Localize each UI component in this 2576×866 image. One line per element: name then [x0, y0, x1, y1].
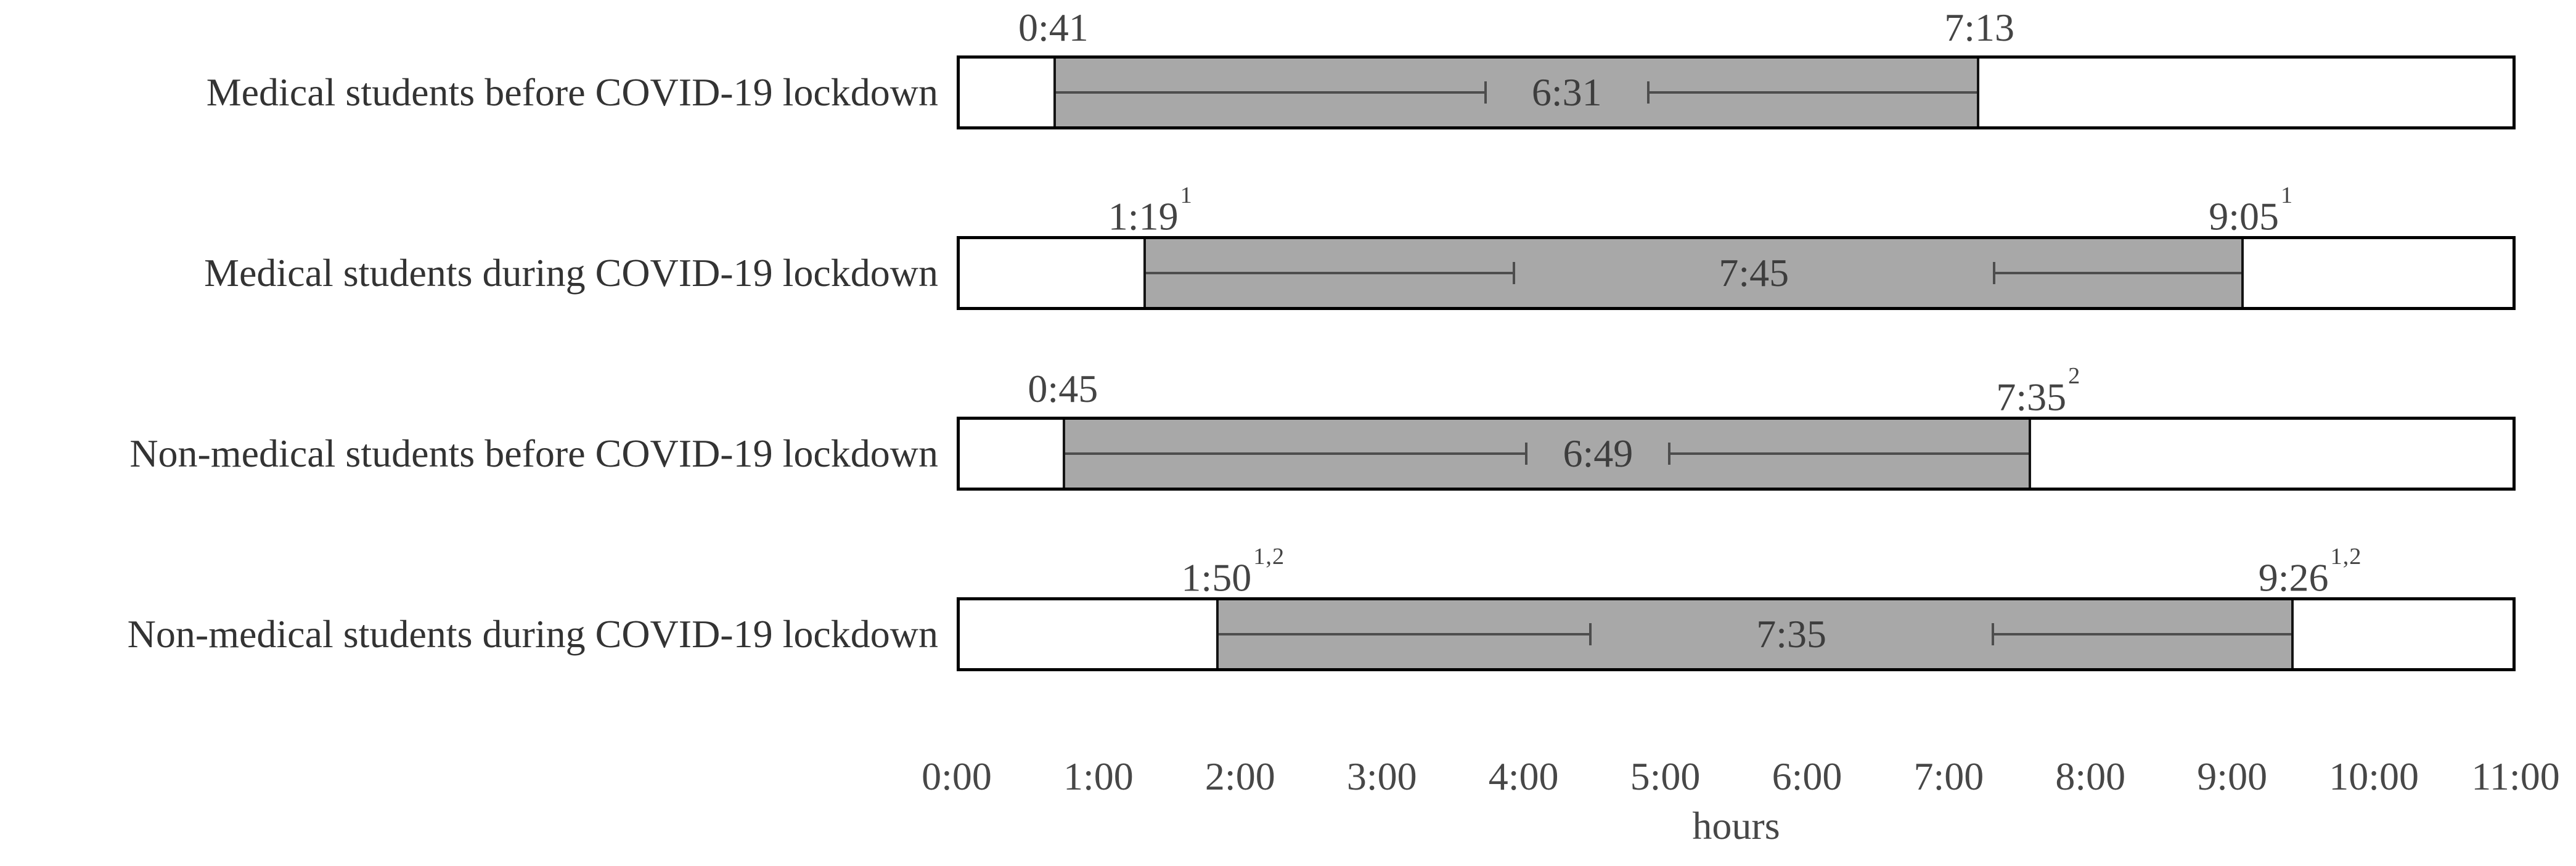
time-text: 9:05: [2209, 194, 2280, 239]
whisker-cap-right: [1991, 623, 1994, 645]
whisker-line-right: [1993, 272, 2242, 274]
waketime-label: 9:261,2: [2258, 544, 2362, 600]
time-text: 7:35: [1996, 375, 2067, 419]
time-text: 0:45: [1028, 367, 1098, 411]
time-text: 7:13: [1944, 6, 2015, 49]
whisker-cap-left: [1589, 623, 1592, 645]
x-axis-tick-label: 7:00: [1913, 754, 1984, 798]
category-label: Non-medical students during COVID-19 loc…: [127, 612, 938, 656]
whisker-line-right: [1992, 633, 2291, 635]
whisker-line-left: [1219, 633, 1590, 635]
duration-label: 6:49: [1563, 431, 1634, 475]
x-axis-tick-label: 9:00: [2197, 754, 2268, 798]
category-label: Medical students before COVID-19 lockdow…: [206, 70, 938, 114]
significance-superscript: 1,2: [1253, 543, 1285, 570]
whisker-line-left: [1065, 452, 1527, 455]
significance-superscript: 1: [2281, 182, 2294, 208]
duration-label: 6:31: [1531, 70, 1602, 114]
bedtime-label: 1:191: [1108, 182, 1193, 239]
x-axis-title: hours: [1692, 804, 1780, 848]
bedtime-label: 0:45: [1028, 367, 1098, 411]
whisker-cap-right: [1646, 81, 1650, 104]
whisker-line-right: [1669, 452, 2029, 455]
x-axis-tick-label: 3:00: [1346, 754, 1417, 798]
whisker-cap-right: [1668, 443, 1671, 465]
x-axis-tick-label: 1:00: [1063, 754, 1134, 798]
whisker-cap-left: [1484, 81, 1487, 104]
whisker-cap-left: [1525, 443, 1528, 465]
x-axis-tick-label: 0:00: [922, 754, 992, 798]
time-text: 1:19: [1108, 194, 1179, 239]
whisker-line-right: [1648, 91, 1977, 94]
waketime-label: 9:051: [2209, 182, 2293, 239]
duration-label: 7:45: [1719, 251, 1789, 295]
time-text: 1:50: [1181, 555, 1252, 600]
x-axis-tick-label: 8:00: [2055, 754, 2126, 798]
x-axis-tick-label: 2:00: [1204, 754, 1275, 798]
x-axis-tick-label: 4:00: [1488, 754, 1559, 798]
significance-superscript: 1,2: [2330, 543, 2362, 570]
whisker-cap-left: [1512, 262, 1515, 284]
whisker-line-left: [1056, 91, 1486, 94]
x-axis-tick-label: 5:00: [1630, 754, 1701, 798]
category-label: Medical students during COVID-19 lockdow…: [204, 251, 938, 295]
x-axis-tick-label: 6:00: [1772, 754, 1842, 798]
time-text: 0:41: [1018, 6, 1089, 49]
whisker-line-left: [1145, 272, 1514, 274]
category-label: Non-medical students before COVID-19 loc…: [129, 431, 938, 475]
waketime-label: 7:13: [1944, 6, 2014, 49]
significance-superscript: 2: [2068, 362, 2081, 389]
bedtime-label: 0:41: [1018, 6, 1089, 49]
whisker-cap-right: [1992, 262, 1995, 284]
x-axis-tick-label: 11:00: [2471, 754, 2560, 798]
x-axis-tick-label: 10:00: [2329, 754, 2419, 798]
time-text: 9:26: [2258, 555, 2329, 600]
duration-label: 7:35: [1756, 612, 1827, 656]
significance-superscript: 1: [1180, 182, 1193, 208]
waketime-label: 7:352: [1996, 363, 2080, 419]
bedtime-label: 1:501,2: [1181, 544, 1285, 600]
